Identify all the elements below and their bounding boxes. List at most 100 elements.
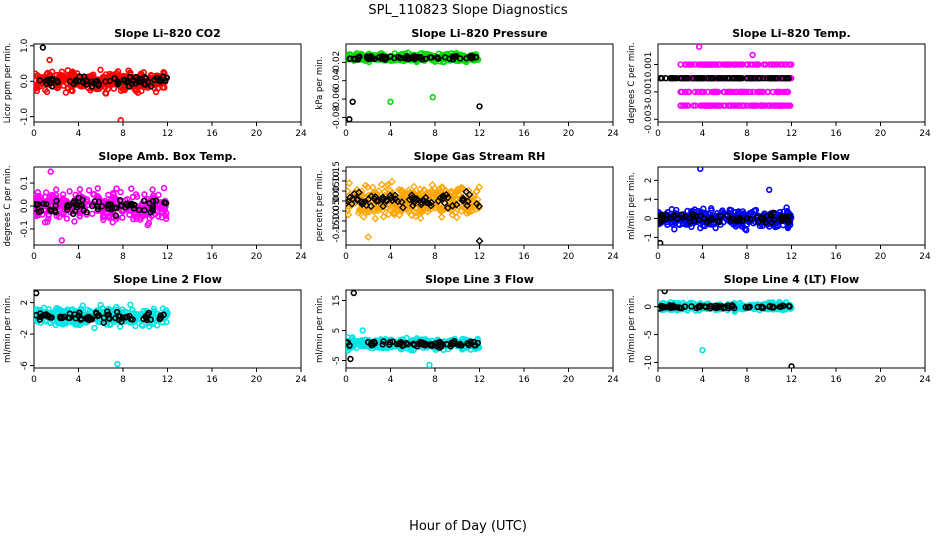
data-point bbox=[727, 217, 735, 225]
data-point bbox=[461, 203, 470, 212]
data-point bbox=[725, 102, 732, 109]
panel-title: Slope Sample Flow bbox=[733, 150, 850, 163]
data-point bbox=[78, 315, 85, 322]
panel-title: Slope Amb. Box Temp. bbox=[98, 150, 236, 163]
data-point bbox=[410, 347, 417, 354]
data-point bbox=[357, 198, 366, 206]
y-tick-label: -1.0 bbox=[20, 108, 30, 126]
data-point bbox=[678, 304, 685, 312]
y-tick-label: 0.0 bbox=[20, 74, 30, 89]
data-point bbox=[736, 216, 743, 223]
data-point bbox=[91, 198, 98, 205]
data-point bbox=[131, 85, 138, 93]
data-point bbox=[710, 88, 717, 96]
data-point bbox=[421, 186, 429, 195]
x-tick-label: 12 bbox=[162, 129, 173, 139]
data-point bbox=[125, 83, 133, 90]
data-point bbox=[441, 54, 449, 61]
data-point bbox=[46, 56, 53, 64]
data-point bbox=[442, 186, 450, 195]
data-point bbox=[659, 303, 666, 310]
data-point bbox=[434, 197, 443, 205]
data-point bbox=[59, 321, 66, 328]
x-tick-label: 24 bbox=[607, 129, 619, 139]
data-point bbox=[476, 103, 483, 110]
data-point bbox=[116, 323, 124, 330]
data-point bbox=[770, 61, 778, 68]
data-point bbox=[682, 88, 689, 96]
data-point bbox=[111, 71, 118, 79]
x-axis-label: Hour of Day (UTC) bbox=[409, 519, 527, 534]
data-point bbox=[123, 200, 130, 207]
data-point bbox=[704, 88, 711, 96]
data-point bbox=[697, 212, 704, 219]
data-point bbox=[346, 199, 351, 208]
data-point bbox=[740, 88, 748, 96]
x-tick-label: 8 bbox=[120, 375, 126, 385]
data-point bbox=[472, 187, 481, 196]
data-point bbox=[427, 201, 435, 210]
data-point bbox=[390, 210, 399, 219]
data-points bbox=[34, 44, 171, 122]
y-tick-label: 0.05 bbox=[332, 181, 342, 201]
x-tick-label: 4 bbox=[76, 375, 82, 385]
x-tick-label: 8 bbox=[120, 129, 126, 139]
y-tick-label: -0.04 bbox=[332, 69, 342, 93]
data-point bbox=[749, 51, 756, 59]
data-point bbox=[48, 83, 56, 90]
x-tick-label: 20 bbox=[875, 129, 887, 139]
y-tick-label: 0.1 bbox=[20, 176, 30, 190]
data-point bbox=[777, 102, 784, 109]
x-tick-label: 12 bbox=[162, 252, 173, 262]
data-point bbox=[132, 191, 140, 198]
data-point bbox=[662, 75, 670, 82]
data-point bbox=[705, 75, 712, 82]
data-point bbox=[163, 318, 170, 326]
data-point bbox=[429, 188, 438, 197]
data-point bbox=[37, 207, 45, 214]
data-point bbox=[409, 195, 418, 203]
data-point bbox=[76, 309, 83, 316]
data-point bbox=[707, 205, 715, 212]
y-tick-label: -0.10 bbox=[332, 209, 342, 233]
x-tick-label: 12 bbox=[474, 375, 485, 385]
x-tick-label: 12 bbox=[786, 129, 797, 139]
data-point bbox=[439, 192, 448, 200]
data-point bbox=[127, 315, 135, 323]
data-point bbox=[417, 200, 426, 209]
data-point bbox=[691, 88, 699, 96]
data-point bbox=[34, 212, 38, 219]
data-point bbox=[100, 314, 108, 321]
x-tick-label: 12 bbox=[786, 252, 797, 262]
data-point bbox=[383, 181, 392, 190]
data-point bbox=[76, 186, 84, 193]
data-point bbox=[78, 202, 86, 209]
data-point bbox=[785, 61, 793, 68]
data-point bbox=[399, 203, 407, 212]
x-tick-label: 20 bbox=[563, 375, 575, 385]
data-point bbox=[349, 98, 356, 106]
y-tick-label: -0.15 bbox=[332, 219, 342, 242]
data-point bbox=[741, 225, 749, 233]
data-point bbox=[372, 197, 381, 205]
data-point bbox=[83, 211, 90, 218]
data-point bbox=[779, 216, 787, 223]
data-point bbox=[719, 207, 726, 214]
data-point bbox=[419, 56, 426, 63]
data-point bbox=[85, 187, 93, 194]
data-point bbox=[63, 72, 70, 80]
data-point bbox=[393, 201, 402, 210]
y-tick-label: -0.06 bbox=[332, 87, 342, 111]
data-point bbox=[409, 182, 418, 191]
data-point bbox=[64, 206, 71, 213]
data-point bbox=[114, 78, 121, 85]
data-point bbox=[709, 61, 717, 68]
data-point bbox=[780, 88, 787, 96]
data-points bbox=[658, 167, 795, 245]
data-point bbox=[90, 71, 97, 78]
data-point bbox=[354, 56, 362, 63]
data-point bbox=[371, 214, 380, 223]
data-point bbox=[359, 327, 366, 334]
data-point bbox=[448, 210, 457, 219]
data-point bbox=[427, 342, 434, 349]
